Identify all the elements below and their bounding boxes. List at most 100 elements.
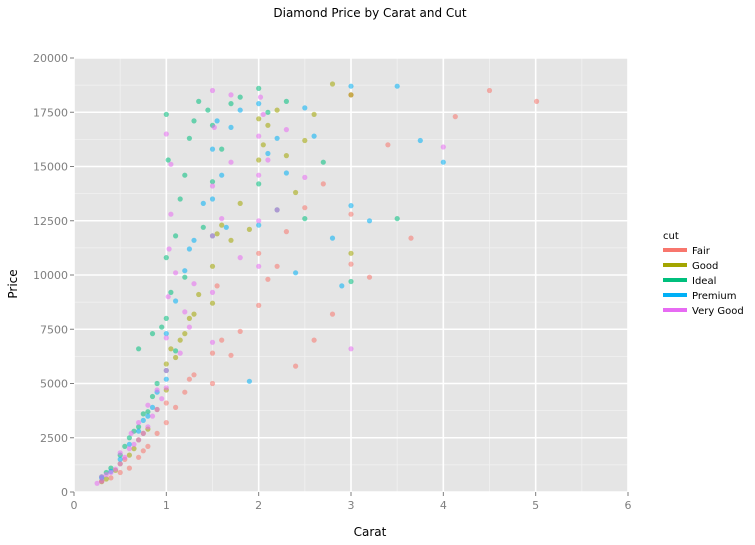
data-point bbox=[149, 393, 156, 400]
y-tick-label: 12500 bbox=[33, 215, 68, 228]
data-point bbox=[136, 346, 142, 352]
axes: 0 1 2 3 4 5 6 0 2500 5000 7500 10000 12500 15000 17500… bbox=[33, 52, 632, 512]
y-tick-label: 0 bbox=[61, 486, 68, 499]
data-point bbox=[99, 474, 105, 480]
data-point bbox=[209, 179, 216, 185]
data-point bbox=[196, 98, 202, 104]
data-point bbox=[209, 300, 216, 306]
legend-title: cut bbox=[663, 231, 679, 242]
data-point bbox=[131, 441, 137, 447]
data-point bbox=[126, 452, 132, 458]
data-point bbox=[126, 465, 132, 471]
data-point bbox=[348, 278, 354, 285]
data-point bbox=[219, 216, 225, 222]
data-point bbox=[237, 94, 243, 100]
data-point bbox=[163, 400, 169, 406]
data-point bbox=[117, 456, 123, 462]
data-point bbox=[205, 107, 211, 113]
data-point bbox=[177, 337, 183, 343]
data-point bbox=[163, 255, 169, 261]
data-point bbox=[274, 207, 280, 213]
data-point bbox=[256, 101, 262, 107]
data-point bbox=[293, 363, 299, 369]
data-point bbox=[274, 107, 280, 113]
data-point bbox=[366, 218, 373, 224]
data-point bbox=[302, 205, 308, 211]
data-point bbox=[256, 302, 262, 308]
data-point bbox=[366, 274, 373, 280]
data-point bbox=[94, 480, 100, 486]
data-point bbox=[99, 478, 105, 484]
data-point bbox=[186, 135, 192, 141]
data-point bbox=[200, 200, 206, 206]
data-point bbox=[293, 270, 299, 276]
data-point bbox=[173, 233, 179, 239]
data-point bbox=[191, 372, 197, 378]
data-point bbox=[131, 446, 137, 452]
data-point bbox=[200, 224, 206, 230]
data-point bbox=[122, 443, 128, 449]
data-point bbox=[117, 461, 123, 467]
data-point bbox=[163, 367, 169, 374]
data-point bbox=[320, 181, 326, 187]
data-point bbox=[228, 92, 234, 98]
data-point bbox=[126, 441, 132, 447]
data-point bbox=[103, 472, 109, 478]
data-point bbox=[534, 98, 540, 104]
x-tick-label: 1 bbox=[163, 499, 170, 512]
data-point bbox=[260, 111, 266, 117]
data-point bbox=[256, 250, 262, 256]
data-point bbox=[154, 430, 160, 436]
data-point bbox=[209, 233, 216, 239]
data-point bbox=[140, 411, 146, 417]
legend-label: Ideal bbox=[692, 276, 716, 287]
data-point bbox=[237, 328, 243, 334]
data-point bbox=[191, 311, 197, 317]
data-point bbox=[214, 283, 220, 289]
data-point bbox=[211, 124, 217, 130]
data-point bbox=[209, 87, 216, 94]
data-point bbox=[486, 87, 493, 94]
data-point bbox=[112, 466, 119, 472]
legend-swatch bbox=[663, 248, 687, 252]
data-point bbox=[320, 159, 326, 165]
data-point bbox=[228, 159, 234, 165]
data-point bbox=[219, 337, 225, 343]
legend-swatch bbox=[663, 263, 687, 267]
data-point bbox=[283, 153, 289, 159]
data-point bbox=[209, 289, 216, 295]
legend-label: Good bbox=[692, 261, 718, 272]
data-point bbox=[182, 268, 188, 274]
data-point bbox=[440, 159, 446, 165]
data-point bbox=[219, 172, 225, 178]
data-point bbox=[237, 255, 243, 261]
data-point bbox=[182, 172, 188, 178]
data-point bbox=[256, 263, 262, 269]
data-point bbox=[256, 218, 262, 224]
data-point bbox=[228, 352, 234, 358]
legend-swatch bbox=[663, 308, 687, 312]
data-point bbox=[145, 413, 151, 419]
data-point bbox=[136, 424, 142, 430]
data-point bbox=[214, 231, 220, 237]
y-tick-label: 2500 bbox=[40, 432, 68, 445]
data-point bbox=[122, 454, 128, 460]
data-point bbox=[348, 83, 354, 89]
chart-title: Diamond Price by Carat and Cut bbox=[273, 6, 467, 20]
x-tick-label: 4 bbox=[440, 499, 447, 512]
y-axis-title: Price bbox=[6, 269, 20, 298]
legend-label: Premium bbox=[692, 291, 737, 302]
data-point bbox=[265, 150, 271, 157]
data-point bbox=[163, 335, 169, 341]
legend-swatch bbox=[663, 278, 687, 282]
y-tick-label: 10000 bbox=[33, 269, 68, 282]
data-point bbox=[182, 331, 188, 337]
data-point bbox=[168, 161, 174, 167]
data-point bbox=[159, 396, 165, 402]
data-point bbox=[186, 324, 192, 330]
data-point bbox=[348, 92, 354, 98]
data-point bbox=[209, 350, 216, 356]
data-point bbox=[136, 454, 142, 460]
data-point bbox=[223, 224, 229, 230]
